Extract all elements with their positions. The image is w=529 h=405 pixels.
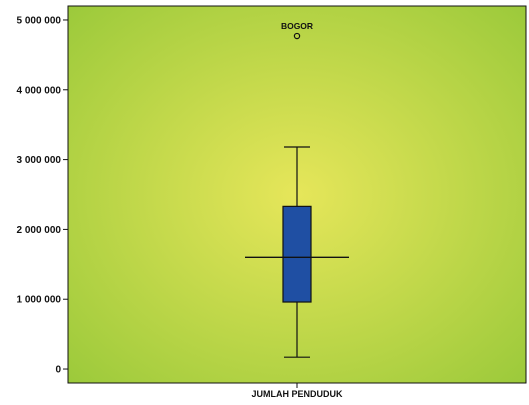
outlier-point (293, 32, 301, 40)
y-tick-label: 4 000 000 (17, 85, 62, 96)
iqr-box (282, 205, 312, 303)
outlier-label: BOGOR (281, 21, 313, 31)
y-tick-label: 0 (55, 365, 61, 376)
y-tick-label: 5 000 000 (17, 15, 62, 26)
y-tick-label: 2 000 000 (17, 225, 62, 236)
y-tick-label: 3 000 000 (17, 155, 62, 166)
y-tick-label: 1 000 000 (17, 295, 62, 306)
x-category-label: JUMLAH PENDUDUK (251, 389, 343, 399)
